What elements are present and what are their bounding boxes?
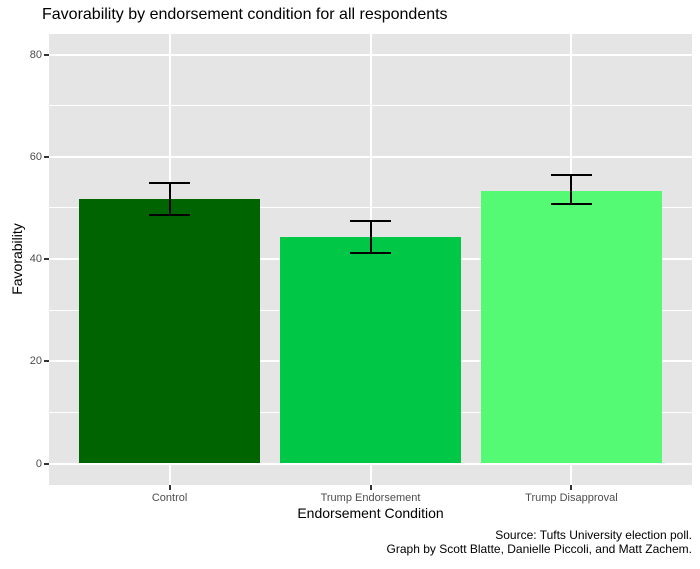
x-tick-label-trump-disapproval: Trump Disapproval — [525, 492, 618, 504]
y-tick-label: 60 — [29, 150, 42, 163]
x-tick-label-trump-endorsement: Trump Endorsement — [320, 492, 421, 504]
bar-trump-disapproval — [480, 191, 662, 464]
y-tick-mark — [44, 462, 49, 465]
errorbar-trump-disapproval-cap-bottom — [550, 202, 592, 205]
errorbar-trump-endorsement-cap-bottom — [350, 251, 391, 254]
errorbar-control-cap-top — [149, 181, 191, 184]
errorbar-trump-endorsement-stem — [369, 221, 372, 253]
caption-line-source: Source: Tufts University election poll. — [495, 528, 692, 542]
y-tick-mark — [44, 360, 49, 363]
errorbar-control-stem — [168, 182, 171, 216]
y-tick-mark — [44, 155, 49, 158]
bar-control — [79, 199, 261, 464]
errorbar-trump-endorsement-cap-top — [350, 220, 391, 223]
y-tick-mark — [44, 53, 49, 56]
y-tick-label: 40 — [29, 253, 42, 265]
x-tick-mark — [369, 485, 372, 490]
bar-trump-endorsement — [280, 237, 461, 464]
caption-line-credit: Graph by Scott Blatte, Danielle Piccoli,… — [386, 542, 692, 556]
errorbar-control-cap-bottom — [149, 214, 191, 217]
source-caption: Source: Tufts University election poll. … — [387, 528, 692, 556]
y-tick-label: 20 — [29, 355, 42, 368]
y-tick-label: 80 — [29, 48, 42, 61]
x-tick-mark — [570, 485, 573, 490]
x-tick-mark — [168, 485, 171, 490]
errorbar-trump-disapproval-stem — [570, 175, 573, 204]
x-axis-title: Endorsement Condition — [297, 505, 444, 521]
errorbar-trump-disapproval-cap-top — [550, 174, 592, 177]
y-tick-label: 0 — [35, 457, 42, 470]
x-tick-label-control: Control — [151, 492, 188, 504]
y-tick-mark — [44, 258, 49, 260]
chart-title: Favorability by endorsement condition fo… — [42, 6, 448, 23]
plot-panel — [49, 34, 692, 485]
